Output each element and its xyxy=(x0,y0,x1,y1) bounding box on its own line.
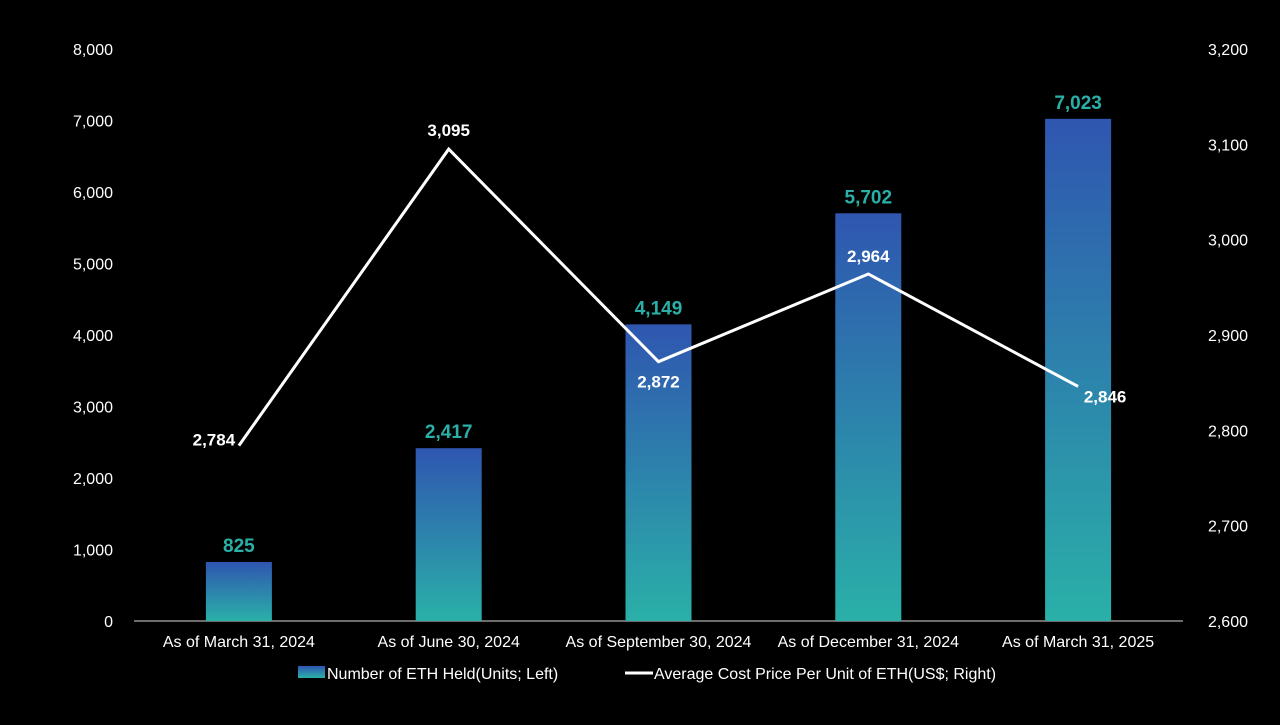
right-tick-label: 2,700 xyxy=(1208,519,1248,536)
bar-value-label: 2,417 xyxy=(425,422,473,443)
left-tick-label: 0 xyxy=(104,614,113,631)
category-axis: As of March 31, 2024 As of June 30, 2024 A… xyxy=(163,634,1154,651)
line-value-label: 2,784 xyxy=(193,431,236,450)
legend-line-label: Average Cost Price Per Unit of ETH(US$; … xyxy=(654,666,996,683)
bar xyxy=(625,324,692,621)
right-tick-label: 2,800 xyxy=(1208,423,1248,440)
right-tick-label: 3,100 xyxy=(1208,137,1248,154)
bar-series: 825 2,417 4,149 5,702 7,023 xyxy=(205,93,1112,621)
category-label: As of September 30, 2024 xyxy=(566,634,752,651)
category-label: As of December 31, 2024 xyxy=(778,634,960,651)
line-value-label: 2,964 xyxy=(847,247,890,266)
bar xyxy=(205,562,272,621)
bar-value-label: 5,702 xyxy=(845,187,893,208)
category-label: As of March 31, 2024 xyxy=(163,634,315,651)
line-series: 2,784 3,095 2,872 2,964 2,846 xyxy=(193,121,1127,449)
legend-bar-swatch xyxy=(298,666,325,678)
bar-value-label: 4,149 xyxy=(635,298,683,319)
left-tick-label: 8,000 xyxy=(73,42,113,59)
line-value-label: 2,846 xyxy=(1084,387,1127,406)
right-axis: 2,600 2,700 2,800 2,900 3,000 3,100 3,200 xyxy=(1208,42,1248,631)
left-tick-label: 1,000 xyxy=(73,543,113,560)
line-value-label: 2,872 xyxy=(637,373,680,392)
bar-value-label: 7,023 xyxy=(1054,93,1102,114)
bar xyxy=(1045,118,1112,621)
right-tick-label: 3,000 xyxy=(1208,233,1248,250)
bar xyxy=(835,213,902,621)
category-label: As of March 31, 2025 xyxy=(1002,634,1154,651)
left-tick-label: 6,000 xyxy=(73,185,113,202)
bar xyxy=(415,448,482,621)
left-axis: 0 1,000 2,000 3,000 4,000 5,000 6,000 7,000 8,00… xyxy=(73,42,113,631)
left-tick-label: 2,000 xyxy=(73,471,113,488)
line-path xyxy=(237,146,1079,447)
bar-value-label: 825 xyxy=(223,536,255,557)
left-tick-label: 3,000 xyxy=(73,400,113,417)
right-tick-label: 3,200 xyxy=(1208,42,1248,59)
right-tick-label: 2,900 xyxy=(1208,328,1248,345)
left-tick-label: 5,000 xyxy=(73,257,113,274)
legend: Number of ETH Held(Units; Left) Average … xyxy=(298,666,996,683)
left-tick-label: 7,000 xyxy=(73,114,113,131)
left-tick-label: 4,000 xyxy=(73,328,113,345)
legend-bar-label: Number of ETH Held(Units; Left) xyxy=(327,666,558,683)
category-label: As of June 30, 2024 xyxy=(378,634,520,651)
right-tick-label: 2,600 xyxy=(1208,614,1248,631)
line-value-label: 3,095 xyxy=(427,121,470,140)
